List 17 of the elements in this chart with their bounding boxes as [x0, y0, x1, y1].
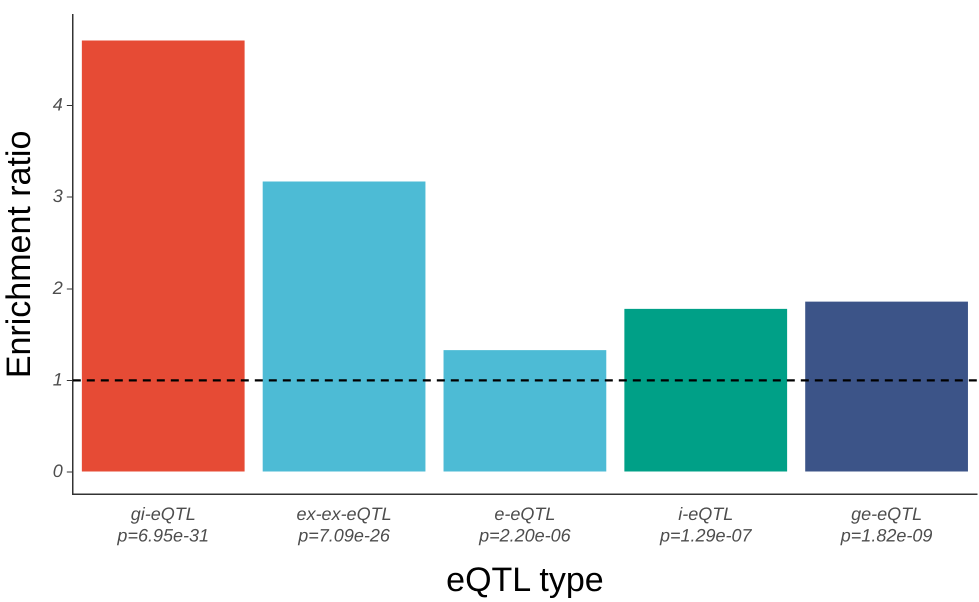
x-tick-label: gi-eQTL p=6.95e-31 — [116, 504, 210, 546]
y-tick-label: 4 — [52, 94, 63, 115]
x-tick-label: ex-ex-eQTL p=7.09e-26 — [296, 504, 392, 546]
x-tick-label: ge-eQTL p=1.82e-09 — [840, 504, 932, 546]
x-tick-label: e-eQTL p=2.20e-06 — [478, 504, 572, 546]
x-tick-label: i-eQTL p=1.29e-07 — [658, 504, 753, 546]
bar — [805, 302, 968, 472]
y-axis-title: Enrichment ratio — [0, 130, 38, 378]
y-tick-label: 0 — [52, 461, 63, 482]
y-tick-label: 2 — [52, 278, 63, 298]
y-tick-label: 3 — [52, 186, 63, 206]
y-tick-label: 1 — [52, 369, 63, 390]
x-axis-title: eQTL type — [446, 560, 604, 599]
bar — [444, 350, 606, 472]
bar — [262, 182, 426, 472]
bar — [82, 40, 245, 472]
bar — [624, 308, 788, 472]
